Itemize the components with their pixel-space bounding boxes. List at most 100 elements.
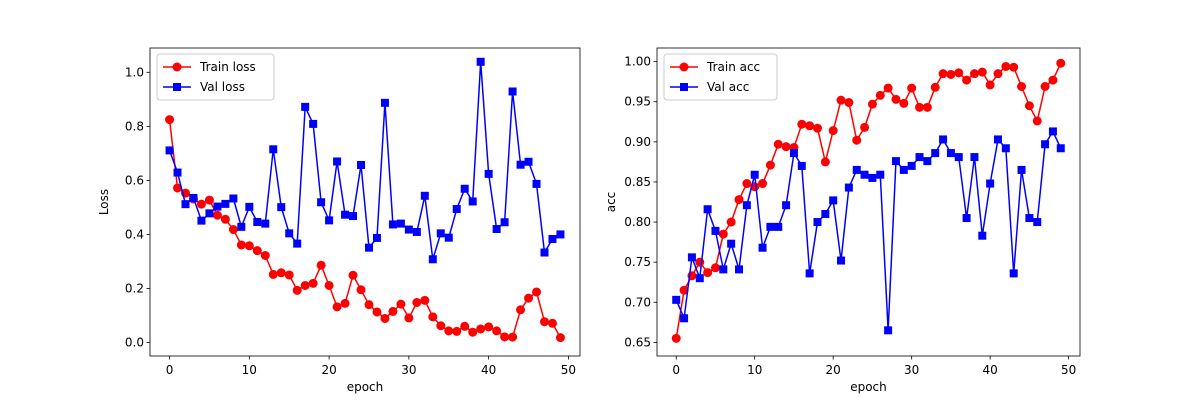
loss-y-tick-label: 0.2	[125, 281, 144, 295]
val-loss-point	[468, 197, 477, 206]
train-loss-point	[228, 225, 238, 235]
train-loss-point	[412, 298, 422, 308]
val-acc-point	[939, 135, 948, 144]
val-loss-point	[396, 219, 405, 228]
acc-x-tick-label: 10	[747, 363, 762, 377]
train-loss-point	[252, 246, 262, 256]
val-acc-point	[923, 157, 932, 166]
train-loss-point	[196, 199, 206, 209]
train-acc-point	[930, 82, 940, 92]
train-acc-point	[852, 135, 862, 145]
val-loss-point	[173, 168, 182, 177]
train-acc-point	[860, 122, 870, 132]
val-acc-point	[884, 326, 893, 335]
acc-y-axis-label: acc	[604, 192, 618, 213]
val-loss-point	[189, 193, 198, 202]
train-acc-point	[820, 157, 830, 167]
acc-y-tick-label: 0.70	[624, 295, 651, 309]
train-acc-point	[765, 160, 775, 170]
val-acc-point	[829, 196, 838, 205]
train-loss-point	[476, 324, 486, 334]
train-acc-point	[985, 80, 995, 90]
train-loss-point	[452, 326, 462, 336]
train-loss-point	[204, 195, 214, 205]
val-acc-point	[986, 179, 995, 188]
train-acc-point	[710, 263, 720, 273]
train-acc-point	[954, 68, 964, 78]
train-acc-point	[726, 217, 736, 227]
train-loss-point	[388, 306, 398, 316]
train-acc-point	[836, 95, 846, 105]
train-acc-point	[891, 94, 901, 104]
train-loss-point	[284, 270, 294, 280]
val-loss-point	[452, 205, 461, 214]
acc-legend-box	[663, 53, 778, 101]
train-loss-point	[276, 268, 286, 278]
acc-y-tick-label: 0.80	[624, 215, 651, 229]
val-loss-point	[380, 98, 389, 107]
val-acc-point	[782, 201, 791, 210]
acc-y-tick-label: 0.95	[624, 95, 651, 109]
val-loss-point	[293, 239, 302, 248]
val-loss-point	[237, 222, 246, 231]
val-acc-point	[852, 165, 861, 174]
train-loss-point	[260, 250, 270, 260]
val-loss-point	[412, 227, 421, 236]
train-loss-point	[404, 313, 414, 323]
acc-y-tick-label: 0.85	[624, 175, 651, 189]
train-acc-point	[1048, 75, 1058, 85]
val-acc-point	[719, 265, 728, 274]
val-loss-point	[221, 199, 230, 208]
train-loss-point	[372, 307, 382, 317]
acc-y-tick-label: 0.75	[624, 255, 651, 269]
val-acc-point	[687, 253, 696, 262]
val-loss-point	[540, 248, 549, 257]
train-acc-point	[773, 139, 783, 149]
loss-x-tick-label: 40	[481, 363, 496, 377]
val-loss-point	[548, 235, 557, 244]
loss-y-tick-label: 0.6	[125, 173, 144, 187]
train-acc-point	[1001, 61, 1011, 71]
val-loss-legend-label: Val loss	[200, 80, 245, 94]
train-loss-point	[244, 241, 254, 251]
acc-y-tick-label: 0.65	[624, 335, 651, 349]
val-loss-series	[165, 57, 565, 264]
val-acc-point	[844, 183, 853, 192]
acc-y-tick-label: 1.00	[624, 55, 651, 69]
val-loss-point	[524, 157, 533, 166]
val-acc-point	[821, 210, 830, 219]
val-loss-point	[253, 217, 262, 226]
train-acc-point	[1024, 101, 1034, 111]
train-acc-point	[962, 75, 972, 85]
train-acc-point	[875, 90, 885, 100]
val-acc-line	[675, 130, 1062, 332]
val-loss-point	[404, 225, 413, 234]
train-loss-point	[436, 321, 446, 331]
train-loss-point	[500, 332, 510, 342]
val-acc-point	[1009, 269, 1018, 278]
accuracy-chart-panel: 0 10 20 30 40 50 0.65 0.70 0.75 0.80 0.85 0.90 0.95 1…	[604, 47, 1081, 394]
val-loss-point	[285, 229, 294, 238]
val-acc-point	[860, 170, 869, 179]
train-loss-point	[396, 299, 406, 309]
train-acc-legend-marker	[679, 62, 689, 72]
train-loss-point	[356, 285, 366, 295]
train-loss-point	[468, 327, 478, 337]
acc-x-axis-label: epoch	[850, 380, 887, 394]
val-acc-point	[891, 157, 900, 166]
val-loss-point	[317, 198, 326, 207]
val-acc-point	[711, 226, 720, 235]
val-acc-point	[978, 231, 987, 240]
train-acc-point	[922, 102, 932, 112]
train-loss-point	[539, 317, 549, 327]
train-acc-point	[734, 195, 744, 205]
val-acc-point	[1033, 218, 1042, 227]
loss-y-tick-label: 0.0	[125, 335, 144, 349]
acc-x-tick-label: 50	[1061, 363, 1076, 377]
loss-y-axis-label: Loss	[97, 189, 111, 215]
train-acc-point	[1040, 82, 1050, 91]
train-loss-point	[428, 312, 438, 322]
val-acc-point	[907, 161, 916, 170]
val-loss-point	[516, 160, 525, 169]
val-loss-point	[364, 243, 373, 252]
